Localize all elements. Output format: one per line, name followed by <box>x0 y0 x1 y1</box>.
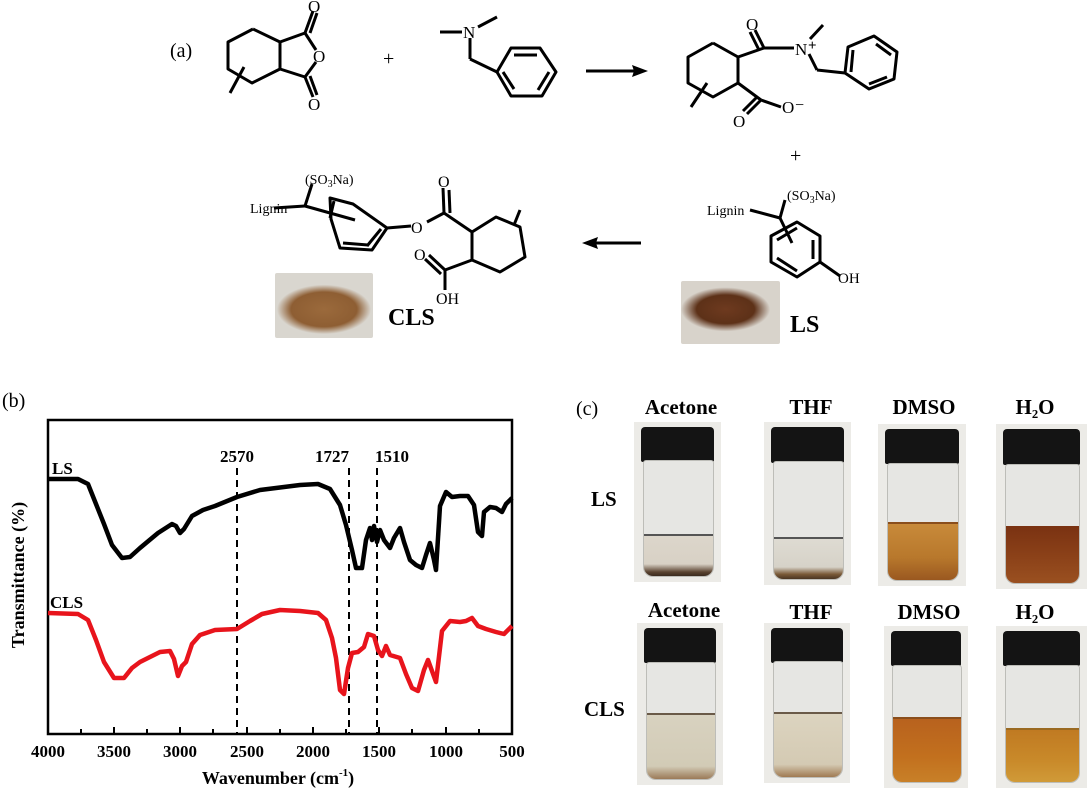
vial-cls-thf <box>764 623 850 783</box>
panel-c-label: (c) <box>576 398 599 420</box>
panel-a-label: (a) <box>170 40 193 62</box>
arrow-right-icon <box>632 65 648 77</box>
vial-cls-water <box>996 626 1087 788</box>
ls-spectrum-line <box>48 476 514 573</box>
vial-cls-acetone <box>637 623 723 785</box>
svg-text:1000: 1000 <box>429 742 463 761</box>
svg-text:4000: 4000 <box>31 742 65 761</box>
lignin-label: Lignin <box>707 204 744 219</box>
vial-ls-dmso <box>878 424 966 586</box>
sulfonate-label: (SO3Na) <box>787 189 836 206</box>
row-label-ls: LS <box>591 487 617 511</box>
solvent-label-dmso: DMSO <box>892 395 956 419</box>
atom-o: O <box>733 112 745 131</box>
ls-powder-photo <box>681 281 780 344</box>
cls-spectrum-line <box>47 607 514 697</box>
plot-frame <box>46 418 514 736</box>
svg-text:O: O <box>438 174 450 191</box>
svg-text:2500: 2500 <box>230 742 264 761</box>
panel-b-label: (b) <box>2 390 26 412</box>
series-label-cls: CLS <box>50 593 83 612</box>
x-tick-labels: 4000 3500 3000 2500 2000 1500 1000 500 <box>31 742 525 761</box>
ls-reactant-label: LS <box>790 312 820 338</box>
atom-o-minus: O <box>782 98 794 117</box>
ftir-chart: 2570 1727 1510 LS CLS 4000 3500 3000 250… <box>8 418 525 789</box>
marker-label-1510: 1510 <box>375 447 409 466</box>
vial-ls-thf <box>764 422 851 585</box>
atom-o: O <box>308 95 320 114</box>
y-axis-label: Transmittance (%) <box>8 502 29 648</box>
atom-n-plus: N <box>795 40 807 59</box>
marker-label-2570: 2570 <box>220 447 254 466</box>
cls-powder-photo <box>275 273 373 338</box>
reaction-scheme: O O O N O N + O O − + + Lignin (SO3Na) O… <box>226 0 899 308</box>
arrow-left-icon <box>582 237 598 249</box>
solvent-label-thf: THF <box>789 395 833 419</box>
atom-o: O <box>313 47 325 66</box>
reactant-1-structure <box>226 10 319 98</box>
svg-text:3500: 3500 <box>97 742 131 761</box>
svg-text:OH: OH <box>436 291 460 308</box>
svg-text:OH: OH <box>838 271 860 287</box>
solvent-label-acetone: Acetone <box>644 395 718 419</box>
svg-text:500: 500 <box>499 742 525 761</box>
atom-o: O <box>746 15 758 34</box>
svg-text:+: + <box>808 38 817 54</box>
svg-text:2000: 2000 <box>296 742 330 761</box>
series-label-ls: LS <box>52 459 73 478</box>
vial-ls-acetone <box>634 422 721 582</box>
x-ticks <box>80 727 480 734</box>
solvent-label-water: H₂O <box>1015 600 1055 624</box>
plus-sign: + <box>790 145 801 167</box>
svg-text:3000: 3000 <box>163 742 197 761</box>
vial-ls-water <box>996 424 1087 589</box>
solvent-label-thf: THF <box>789 600 833 624</box>
svg-text:−: − <box>795 97 804 114</box>
atom-n: N <box>463 23 475 42</box>
solvent-label-water: H₂O <box>1015 395 1055 419</box>
solvent-label-dmso: DMSO <box>897 600 961 624</box>
sulfonate-label: (SO3Na) <box>305 173 354 190</box>
cls-product-label: CLS <box>388 305 435 331</box>
atom-o: O <box>308 0 320 16</box>
marker-label-1727: 1727 <box>315 447 350 466</box>
cls-structure <box>273 183 527 290</box>
marker-lines <box>236 468 378 734</box>
lignin-label: Lignin <box>250 202 287 217</box>
plus-sign: + <box>383 48 394 70</box>
svg-text:O: O <box>411 220 423 237</box>
intermediate-structure <box>686 23 899 116</box>
solvent-label-acetone: Acetone <box>647 598 721 622</box>
x-axis-label: Wavenumber (cm-1) <box>202 767 354 789</box>
vial-cls-dmso <box>884 626 968 788</box>
reactant-2-structure <box>440 15 558 98</box>
svg-text:1500: 1500 <box>362 742 396 761</box>
svg-text:O: O <box>414 247 426 264</box>
ls-structure <box>749 199 841 279</box>
row-label-cls: CLS <box>584 697 625 721</box>
